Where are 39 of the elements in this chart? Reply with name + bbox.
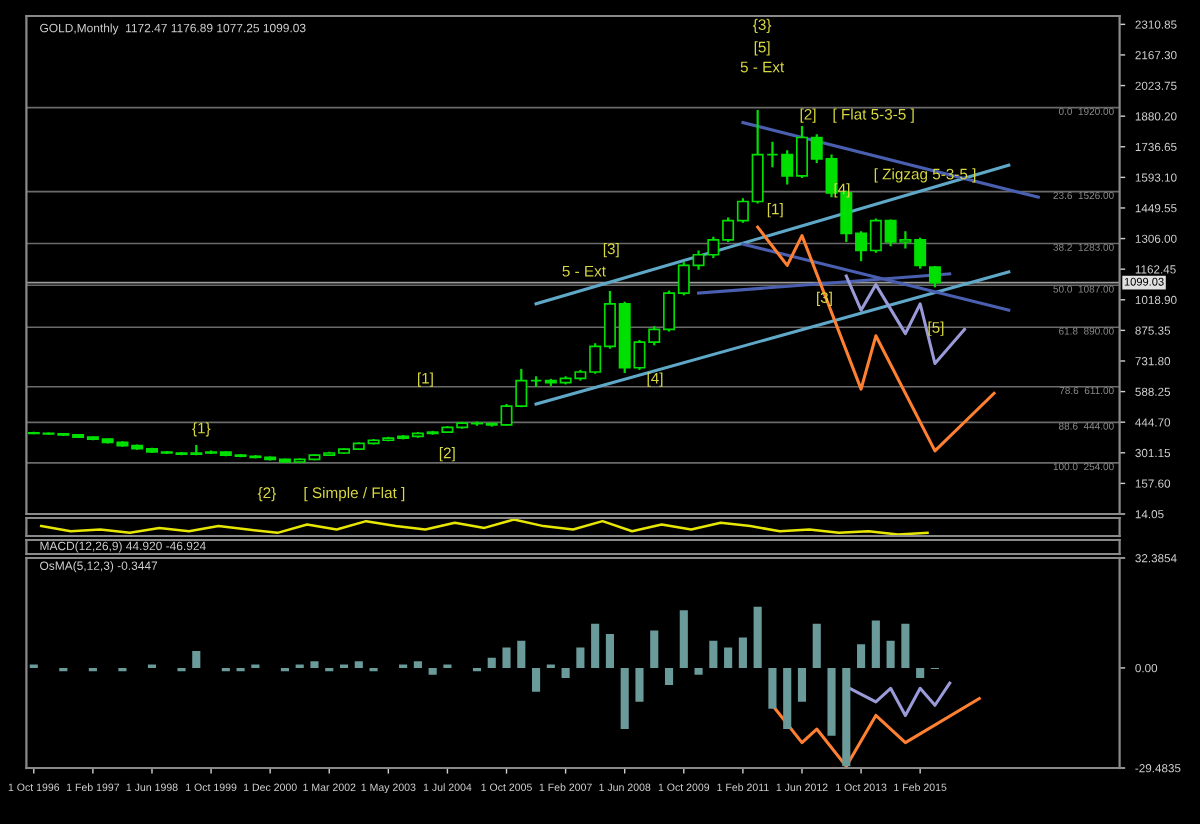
bar <box>679 610 688 668</box>
bar <box>532 667 541 692</box>
bar <box>916 667 925 679</box>
line-series <box>756 225 996 453</box>
bar <box>797 667 807 702</box>
bar <box>650 630 659 668</box>
bar <box>354 661 363 668</box>
bar <box>192 650 201 668</box>
bar <box>827 667 836 736</box>
line-series <box>844 274 967 366</box>
line-series <box>770 696 981 768</box>
bar <box>857 644 866 668</box>
candlestick <box>928 264 941 289</box>
bar <box>310 661 319 668</box>
bar <box>901 623 910 668</box>
bar <box>694 667 703 675</box>
bar <box>487 657 496 668</box>
bar <box>576 647 585 668</box>
bar <box>591 623 600 668</box>
bar <box>428 667 437 675</box>
bar <box>871 620 880 668</box>
bar <box>724 647 733 668</box>
bar <box>886 640 895 668</box>
bar <box>842 667 851 767</box>
bar <box>812 623 821 668</box>
bar <box>413 661 422 668</box>
bar <box>561 667 570 679</box>
bar <box>664 667 674 685</box>
bar <box>709 640 718 668</box>
bar <box>783 667 792 730</box>
bar <box>620 667 629 730</box>
bar <box>635 667 644 702</box>
bar <box>768 667 777 709</box>
line-series <box>844 681 952 717</box>
bar <box>502 647 511 668</box>
bar <box>738 637 747 668</box>
bar <box>605 633 614 668</box>
bar <box>517 640 526 668</box>
bar <box>753 606 762 668</box>
